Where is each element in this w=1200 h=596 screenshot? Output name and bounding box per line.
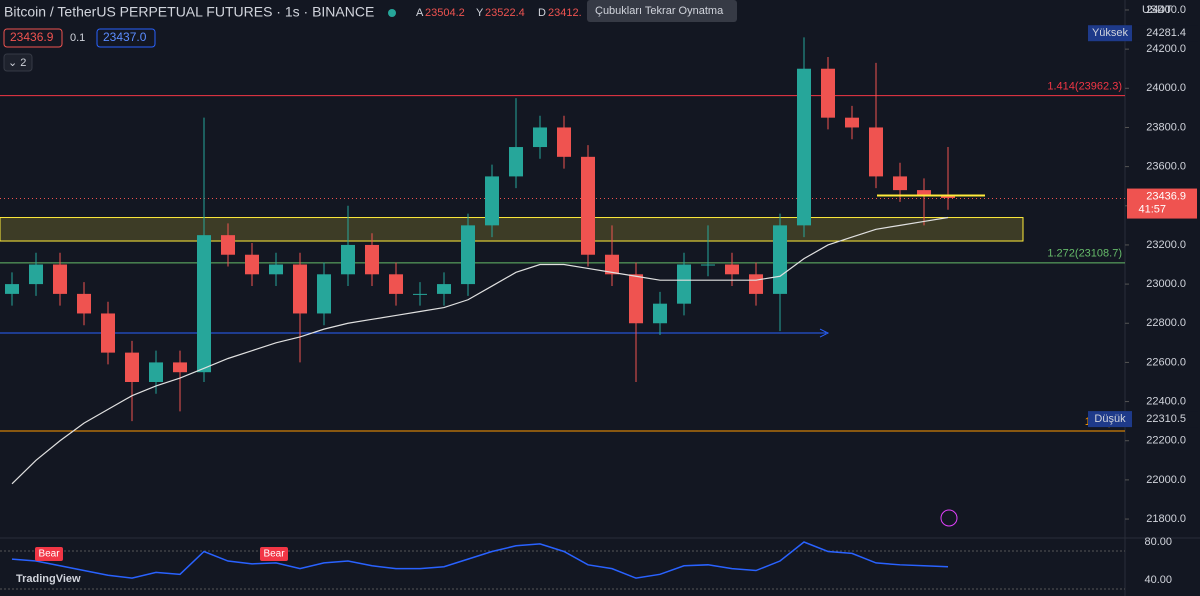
- candle-body: [509, 147, 523, 177]
- overlay: Bitcoin / TetherUS PERPETUAL FUTURES · 1…: [3, 0, 1172, 585]
- candle-body: [461, 225, 475, 285]
- rsi-tick-label: 40.00: [1144, 574, 1172, 586]
- price-axis: [1125, 0, 1200, 596]
- candle-body: [677, 264, 691, 304]
- h-value: 23522.4: [485, 7, 525, 19]
- sell-price: 23436.9: [10, 30, 54, 44]
- candle-body: [101, 313, 115, 353]
- candle-body: [269, 264, 283, 275]
- o-value: 23504.2: [425, 7, 465, 19]
- rsi-line: [11, 541, 949, 579]
- candle-body: [797, 68, 811, 226]
- candle-body: [581, 156, 595, 255]
- candle-body: [437, 284, 451, 294]
- l-value: 23412.: [548, 7, 582, 19]
- arrow-head: [819, 328, 830, 338]
- candle-body: [557, 127, 571, 157]
- y-tick-label: 22800.0: [1146, 317, 1186, 329]
- y-tick-label: 24000.0: [1146, 82, 1186, 94]
- sell-box[interactable]: [3, 28, 63, 48]
- spread: 0.1: [70, 32, 85, 44]
- currency: USDT: [1142, 4, 1172, 16]
- candle-body: [605, 254, 619, 275]
- y-tick-label: 21800.0: [1146, 513, 1186, 525]
- signal-label: Bear: [38, 549, 60, 560]
- candle-body: [197, 235, 211, 373]
- candle-body: [245, 254, 259, 275]
- l-label: D: [538, 7, 546, 19]
- indicator-toggle[interactable]: [3, 53, 33, 72]
- y-tick-label: 23800.0: [1146, 121, 1186, 133]
- alert-icon[interactable]: [940, 509, 958, 527]
- h-label: Y: [476, 7, 484, 19]
- tooltip: [587, 0, 737, 22]
- candle-body: [53, 264, 67, 294]
- last-price: 23436.9: [1146, 190, 1186, 202]
- symbol[interactable]: Bitcoin / TetherUS PERPETUAL FUTURES · 1…: [4, 4, 374, 20]
- candle-body: [125, 352, 139, 382]
- candle-body: [869, 127, 883, 177]
- signal-tag: [35, 547, 63, 561]
- marker-tag: [1088, 25, 1132, 42]
- candle-body: [221, 235, 235, 255]
- zone: [0, 217, 1024, 242]
- last-price-tag: [1127, 188, 1197, 219]
- y-tick-label: 23200.0: [1146, 239, 1186, 251]
- countdown: 41:57: [1138, 203, 1166, 215]
- candle-body: [725, 264, 739, 275]
- candle-body: [77, 293, 91, 314]
- candle-body: [413, 293, 427, 295]
- rsi-tick-label: 80.00: [1144, 536, 1172, 548]
- y-tick-label: 22200.0: [1146, 435, 1186, 447]
- y-tick-label: 22400.0: [1146, 395, 1186, 407]
- candle-body: [317, 274, 331, 314]
- brand: TradingView: [16, 573, 81, 585]
- candle-body: [173, 362, 187, 373]
- o-label: A: [416, 7, 424, 19]
- signal-tag: [260, 547, 288, 561]
- candle-body: [893, 176, 907, 191]
- candle-body: [749, 274, 763, 294]
- candle-body: [821, 68, 835, 118]
- marker-label: Düşük: [1094, 413, 1126, 425]
- candle-body: [293, 264, 307, 314]
- candle-body: [941, 195, 955, 198]
- candle-body: [533, 127, 547, 148]
- buy-box[interactable]: [96, 28, 156, 48]
- buy-price: 23437.0: [103, 30, 147, 44]
- status-dot: [388, 9, 396, 17]
- y-tick-label: 22600.0: [1146, 356, 1186, 368]
- y-tick-label: 23600.0: [1146, 161, 1186, 173]
- signal-label: Bear: [263, 549, 285, 560]
- y-tick-label: 23000.0: [1146, 278, 1186, 290]
- candle-body: [149, 362, 163, 382]
- fib-label: 1.414(23962.3): [1047, 81, 1122, 93]
- candle-body: [365, 244, 379, 275]
- y-tick-label: 22000.0: [1146, 474, 1186, 486]
- candle-body: [341, 244, 355, 275]
- candle-body: [29, 264, 43, 285]
- candle-body: [389, 274, 403, 294]
- fib-label: 1.272(23108.7): [1047, 248, 1122, 260]
- candle-body: [485, 176, 499, 226]
- candle-body: [653, 303, 667, 324]
- tooltip-text: Çubukları Tekrar Oynatma: [595, 5, 724, 17]
- candle-body: [5, 284, 19, 294]
- candle-body: [773, 225, 787, 294]
- candle-body: [629, 274, 643, 324]
- y-tick-label: 24400.0: [1146, 4, 1186, 16]
- moving-average: [11, 216, 949, 485]
- candle-body: [701, 264, 715, 266]
- marker-value: 22310.5: [1146, 413, 1186, 425]
- candle-body: [845, 117, 859, 128]
- indicator-count: ⌄ 2: [8, 57, 26, 69]
- candle-body: [917, 190, 931, 196]
- marker-tag: [1088, 411, 1132, 428]
- marker-label: Yüksek: [1092, 27, 1129, 39]
- marker-value: 24281.4: [1146, 27, 1186, 39]
- y-tick-label: 24200.0: [1146, 43, 1186, 55]
